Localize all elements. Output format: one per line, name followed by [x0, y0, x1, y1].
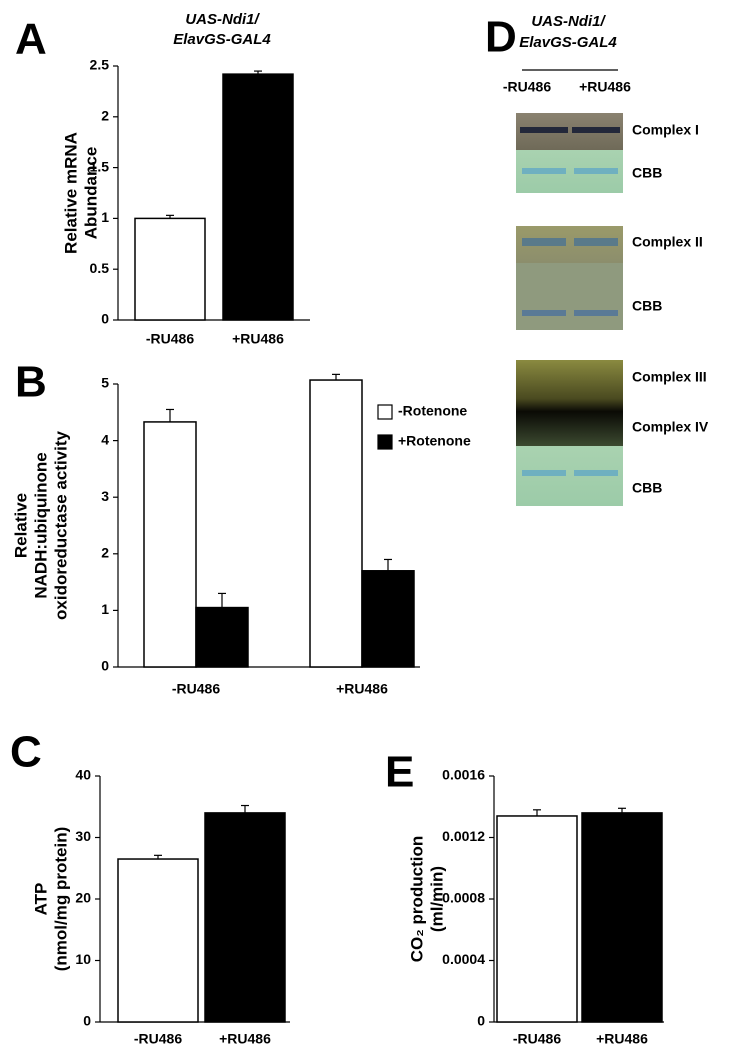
panel-label: B — [15, 358, 47, 407]
y-tick-label: 4 — [101, 431, 109, 447]
x-tick-label: +RU486 — [232, 331, 284, 347]
bar — [204, 812, 286, 1023]
bar — [117, 858, 199, 1023]
y-tick-label: 30 — [75, 828, 91, 844]
panel-label: D — [485, 13, 517, 62]
y-tick-label: 0.5 — [90, 260, 110, 276]
y-tick-label: 1 — [101, 209, 109, 225]
x-tick-label: -RU486 — [513, 1031, 561, 1047]
y-tick-label: 1.5 — [90, 158, 110, 174]
y-tick-label: 2.5 — [90, 57, 110, 73]
bar — [143, 421, 197, 668]
blot-band — [572, 127, 620, 133]
y-tick-label: 0.0008 — [442, 890, 485, 906]
y-tick-label: 0.0012 — [442, 828, 485, 844]
blot-band — [520, 127, 568, 133]
legend-swatch — [377, 404, 393, 420]
blot-band — [574, 470, 618, 476]
bar — [361, 570, 415, 668]
x-tick-label: -RU486 — [146, 331, 194, 347]
y-tick-label: 0 — [83, 1013, 91, 1029]
y-axis-label: ATP — [31, 883, 50, 916]
blot-band — [574, 238, 618, 246]
bar — [581, 812, 663, 1023]
blot-strip — [516, 360, 623, 446]
legend-label: +Rotenone — [398, 433, 471, 449]
y-tick-label: 0 — [477, 1013, 485, 1029]
band-label: CBB — [632, 480, 662, 496]
chart-title: UAS-Ndi1/ — [185, 11, 260, 28]
band-label: CBB — [632, 298, 662, 314]
chart-title: ElavGS-GAL4 — [173, 31, 271, 48]
blot-band — [522, 168, 566, 174]
band-label: CBB — [632, 165, 662, 181]
bar — [222, 73, 294, 321]
blot-band — [574, 310, 618, 316]
y-axis-label: CO₂ production — [407, 836, 426, 963]
legend-label: -Rotenone — [398, 403, 467, 419]
blot-strip — [516, 263, 623, 330]
y-tick-label: 0.0004 — [442, 951, 485, 967]
band-label: Complex I — [632, 122, 699, 138]
y-axis-label: Relative mRNA — [61, 132, 80, 254]
blot-title: ElavGS-GAL4 — [519, 34, 617, 51]
y-axis-label: (ml/min) — [427, 866, 446, 932]
panel-label: C — [10, 728, 42, 777]
x-tick-label: -RU486 — [172, 681, 220, 697]
y-tick-label: 0 — [101, 658, 109, 674]
y-axis-label: Relative — [11, 493, 30, 558]
x-tick-label: -RU486 — [134, 1031, 182, 1047]
blot-title: UAS-Ndi1/ — [531, 13, 606, 30]
panel-label: A — [15, 15, 47, 64]
legend-swatch — [377, 434, 393, 450]
y-axis-label: NADH:ubiquinone — [31, 452, 50, 598]
band-label: Complex IV — [632, 419, 709, 435]
x-tick-label: +RU486 — [336, 681, 388, 697]
blot-band — [574, 168, 618, 174]
y-tick-label: 40 — [75, 767, 91, 783]
y-axis-label: (nmol/mg protein) — [51, 827, 70, 971]
y-tick-label: 3 — [101, 488, 109, 504]
bar — [195, 606, 249, 668]
y-tick-label: 5 — [101, 375, 109, 391]
x-tick-label: +RU486 — [219, 1031, 271, 1047]
bar — [309, 379, 363, 668]
panel-label: E — [385, 748, 414, 797]
x-tick-label: +RU486 — [596, 1031, 648, 1047]
band-label: Complex II — [632, 234, 703, 250]
bar — [134, 217, 206, 321]
blot — [516, 69, 623, 506]
band-label: Complex III — [632, 369, 707, 385]
y-tick-label: 10 — [75, 951, 91, 967]
blot-band — [522, 238, 566, 246]
blot-band — [522, 470, 566, 476]
lane-label: -RU486 — [503, 79, 551, 95]
y-axis-label: Abundance — [81, 147, 100, 240]
blot-band — [522, 310, 566, 316]
y-tick-label: 20 — [75, 890, 91, 906]
y-axis-label: oxidoreductase activity — [51, 430, 70, 620]
y-tick-label: 0.0016 — [442, 767, 485, 783]
y-tick-label: 0 — [101, 311, 109, 327]
bar — [496, 815, 578, 1023]
y-tick-label: 2 — [101, 108, 109, 124]
lane-label: +RU486 — [579, 79, 631, 95]
y-tick-label: 1 — [101, 601, 109, 617]
y-tick-label: 2 — [101, 545, 109, 561]
